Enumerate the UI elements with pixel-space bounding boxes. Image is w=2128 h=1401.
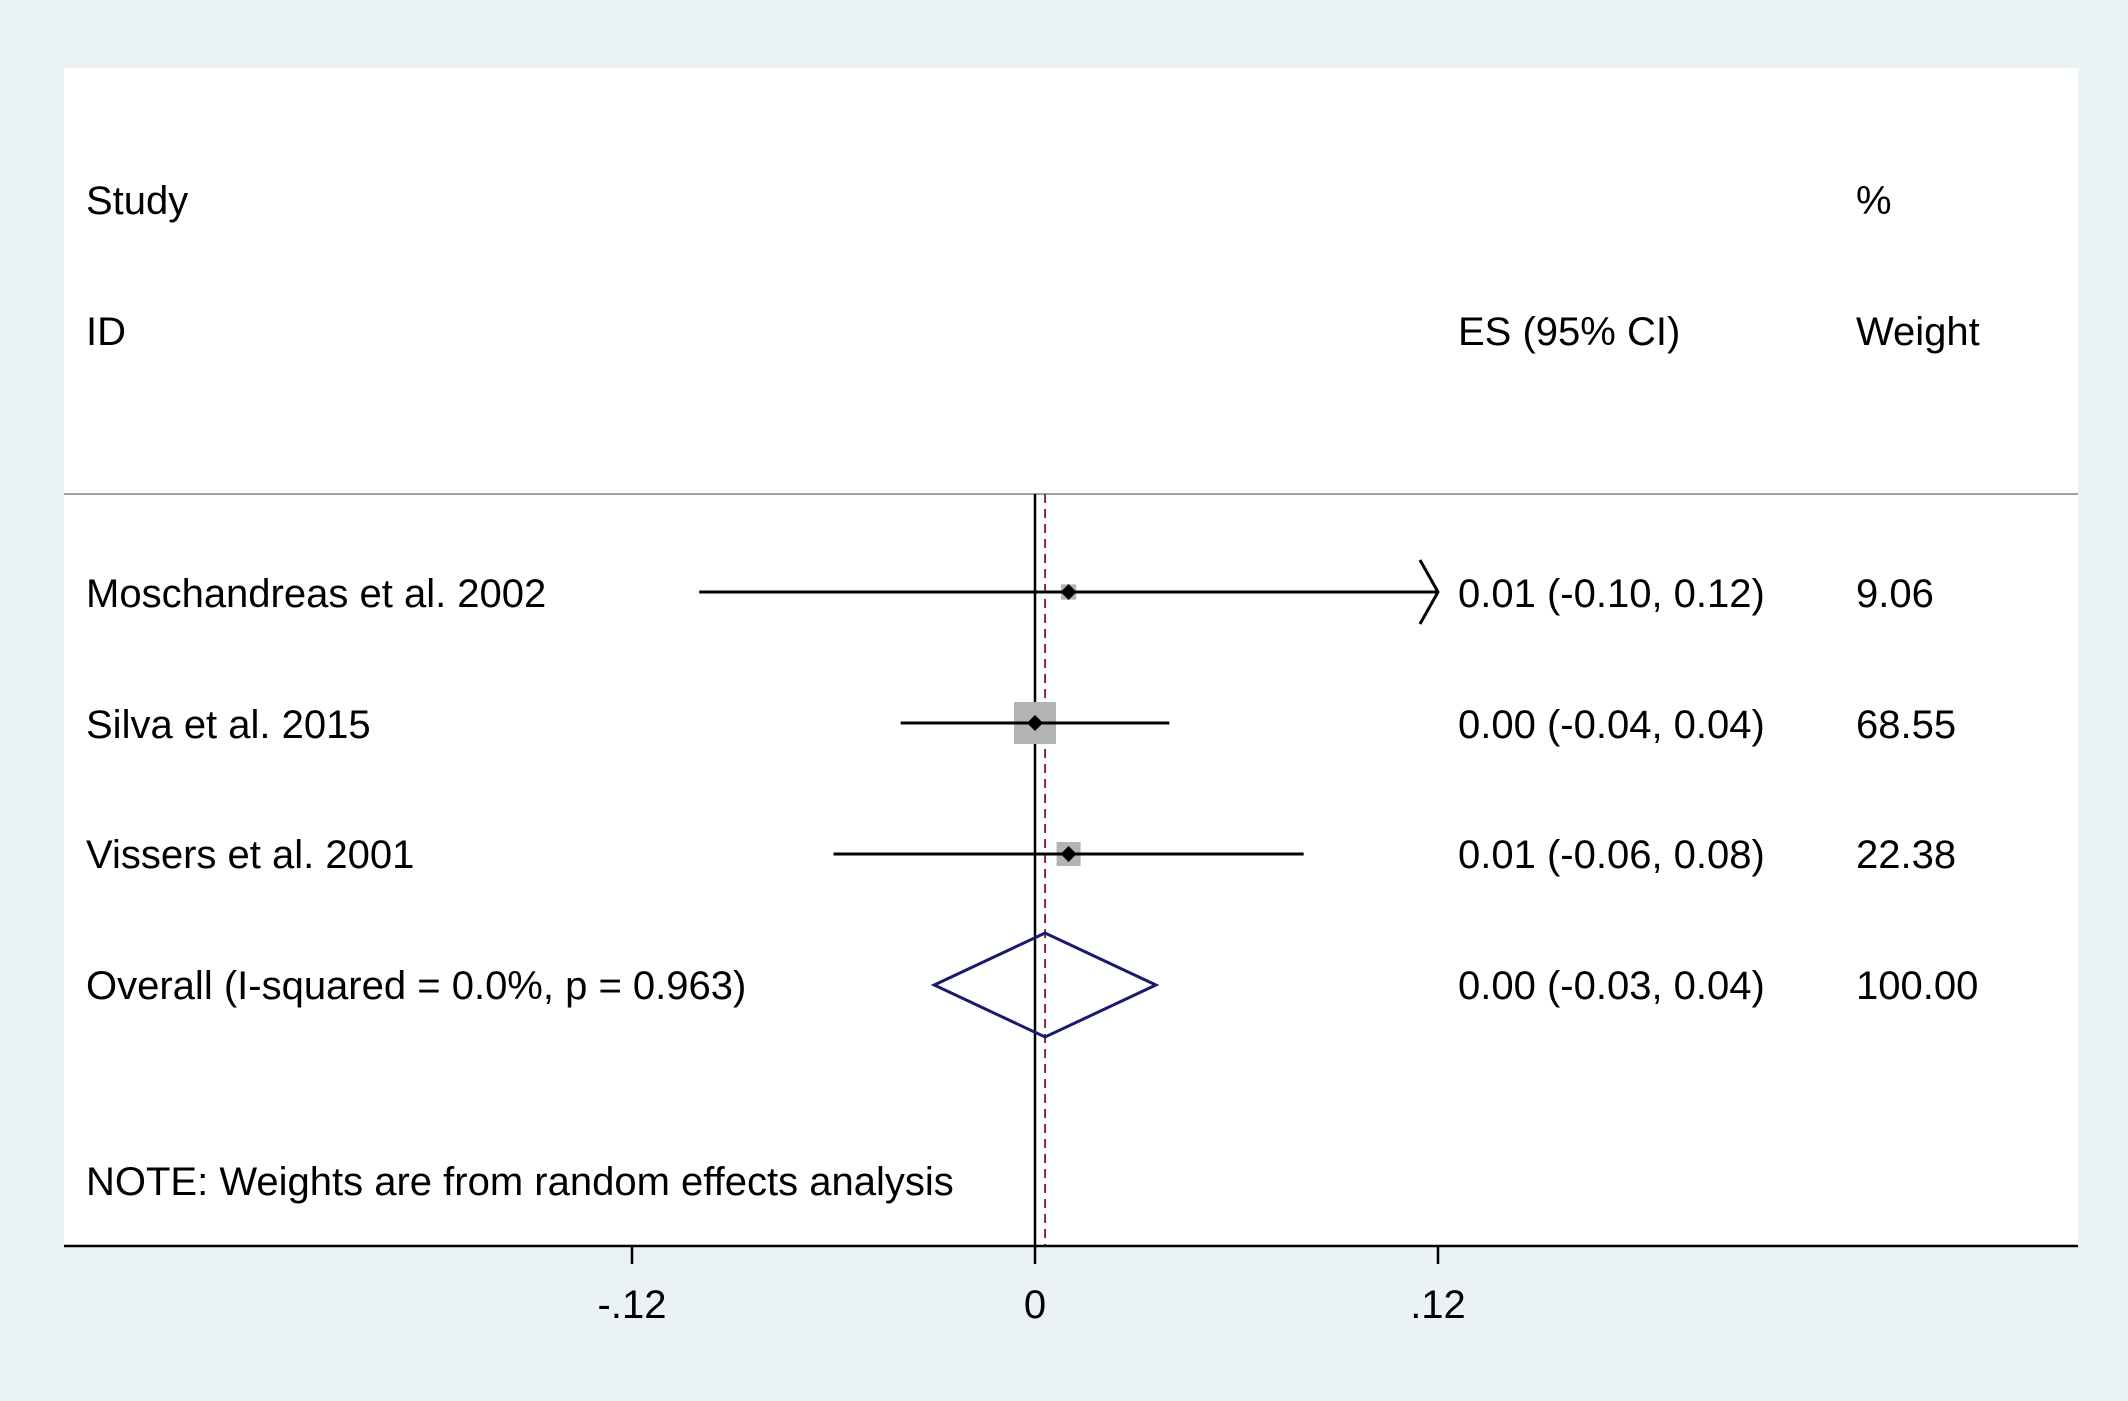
x-tick-label: .12 [1410, 1283, 1466, 1327]
point-estimate [1060, 846, 1077, 862]
plot-region [64, 68, 2078, 1246]
header-percent: % [1856, 179, 1892, 223]
study-weight: 68.55 [1856, 703, 1956, 747]
x-tick-label: -.12 [598, 1283, 667, 1327]
overall-label: Overall (I-squared = 0.0%, p = 0.963) [86, 964, 746, 1008]
study-ci: 0.01 (-0.10, 0.12) [1458, 572, 1765, 616]
study-row: Silva et al. 2015 0.00 (-0.04, 0.04) 68.… [86, 702, 1956, 747]
header-weight: Weight [1856, 310, 1980, 354]
study-row: Moschandreas et al. 2002 0.01 (-0.10, 0.… [86, 559, 1934, 625]
point-estimate [1060, 584, 1077, 600]
study-name: Silva et al. 2015 [86, 703, 371, 747]
point-estimate [1027, 715, 1043, 731]
ci-arrow [1418, 559, 1440, 625]
study-name: Moschandreas et al. 2002 [86, 572, 546, 616]
header-id: ID [86, 310, 126, 354]
study-ci: 0.01 (-0.06, 0.08) [1458, 833, 1765, 877]
study-weight: 9.06 [1856, 572, 1934, 616]
study-weight: 22.38 [1856, 833, 1956, 877]
header-study: Study [86, 179, 188, 223]
overall-diamond [930, 931, 1160, 1039]
overall-ci: 0.00 (-0.03, 0.04) [1458, 964, 1765, 1008]
overall-row: Overall (I-squared = 0.0%, p = 0.963) 0.… [86, 931, 1978, 1039]
overall-weight: 100.00 [1856, 964, 1978, 1008]
study-row: Vissers et al. 2001 0.01 (-0.06, 0.08) 2… [86, 833, 1956, 877]
study-ci: 0.00 (-0.04, 0.04) [1458, 703, 1765, 747]
study-name: Vissers et al. 2001 [86, 833, 414, 877]
note-text: NOTE: Weights are from random effects an… [86, 1160, 954, 1204]
x-tick-label: 0 [1024, 1283, 1046, 1327]
header-es: ES (95% CI) [1458, 310, 1680, 354]
